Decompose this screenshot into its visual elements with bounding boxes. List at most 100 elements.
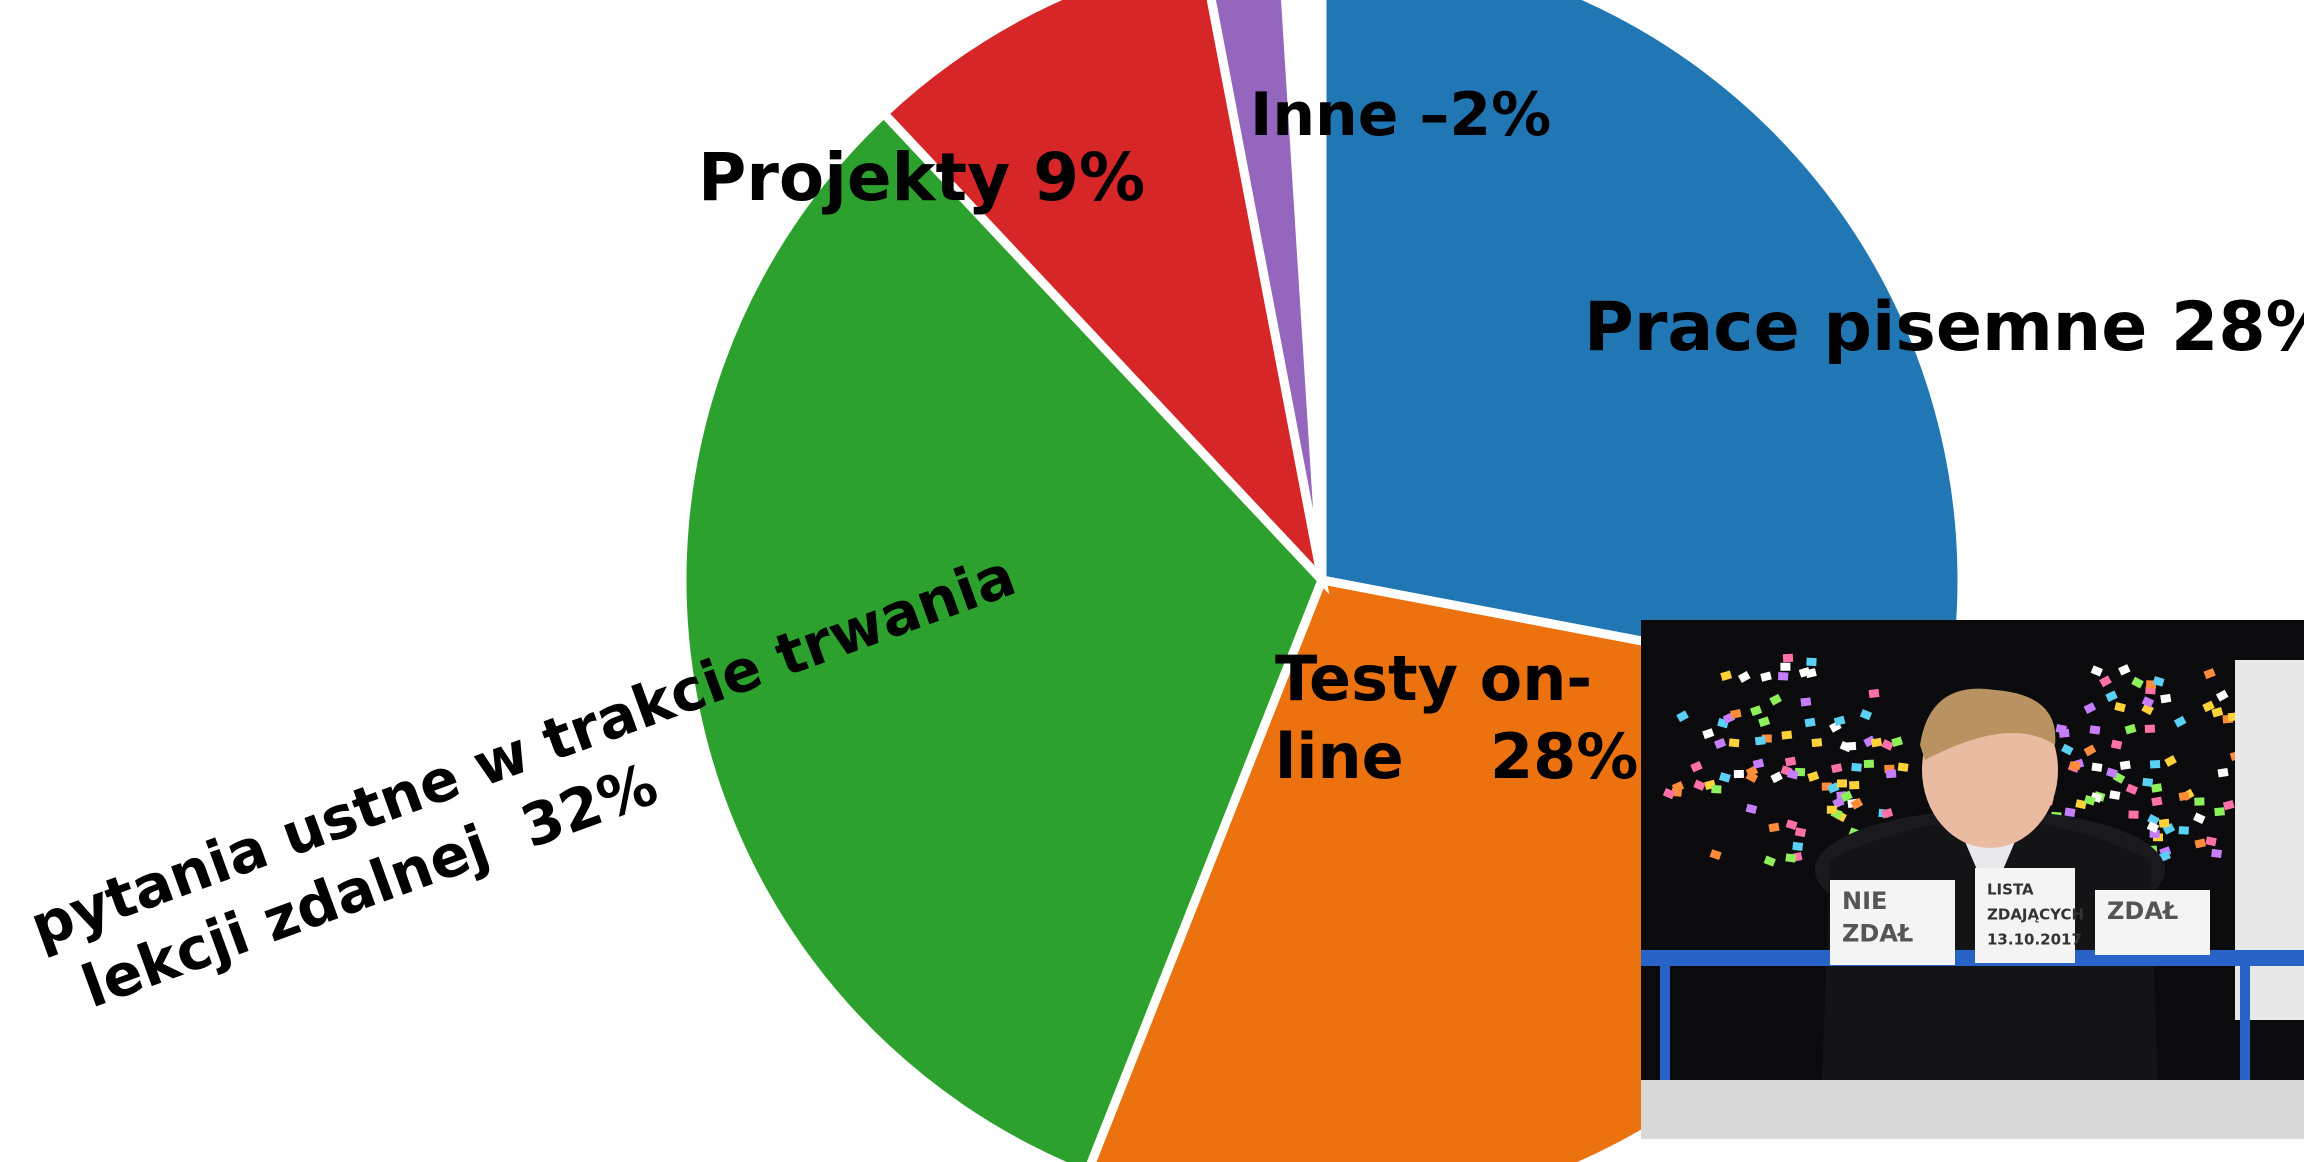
butterfly bbox=[1770, 771, 1783, 784]
butterfly bbox=[1785, 819, 1798, 831]
butterfly bbox=[1806, 657, 1817, 667]
butterfly bbox=[2194, 838, 2206, 849]
sign-text: ZDAJĄCYCH bbox=[1987, 906, 2084, 924]
butterfly bbox=[2105, 690, 2118, 702]
butterfly bbox=[1786, 769, 1799, 780]
slice-label: Projekty 9% bbox=[698, 139, 1145, 216]
butterfly bbox=[2178, 791, 2190, 802]
butterfly bbox=[1897, 762, 1909, 772]
butterfly bbox=[2110, 739, 2123, 750]
butterfly bbox=[2203, 668, 2216, 680]
butterfly bbox=[1827, 782, 1840, 794]
butterfly bbox=[2119, 760, 2131, 770]
butterfly bbox=[1832, 796, 1845, 809]
slice-label-line: Inne –2% bbox=[1250, 80, 1551, 150]
butterfly bbox=[2149, 760, 2161, 769]
slice-label-line: Projekty 9% bbox=[698, 139, 1145, 216]
butterfly bbox=[1752, 758, 1765, 769]
sign-text: ZDAŁ bbox=[1842, 920, 1913, 948]
butterfly bbox=[2160, 693, 2172, 704]
butterfly bbox=[1758, 716, 1771, 728]
butterfly bbox=[2075, 799, 2087, 810]
butterfly bbox=[1702, 728, 1715, 740]
butterfly bbox=[1671, 781, 1685, 793]
butterfly bbox=[1811, 738, 1823, 748]
butterfly bbox=[2217, 767, 2229, 778]
butterfly bbox=[1768, 822, 1780, 833]
butterfly bbox=[1693, 779, 1706, 791]
butterfly bbox=[1850, 797, 1864, 810]
butterfly bbox=[2099, 675, 2112, 688]
butterfly bbox=[2141, 703, 2154, 716]
butterfly bbox=[2146, 821, 2160, 833]
butterfly bbox=[2061, 743, 2074, 756]
table-leg bbox=[1660, 966, 1670, 1139]
butterfly bbox=[1881, 739, 1894, 751]
person-hair bbox=[1920, 688, 2056, 760]
butterfly bbox=[2205, 836, 2217, 847]
floor bbox=[1641, 1080, 2304, 1139]
butterfly bbox=[2173, 715, 2187, 728]
butterfly bbox=[2089, 725, 2101, 735]
butterfly bbox=[1839, 741, 1852, 753]
butterfly bbox=[1891, 736, 1904, 748]
butterfly bbox=[1730, 708, 1742, 719]
butterfly bbox=[1885, 769, 1897, 779]
butterfly bbox=[1662, 787, 1676, 800]
butterfly bbox=[2144, 724, 2156, 733]
butterfly bbox=[1745, 771, 1759, 783]
butterfly bbox=[1750, 705, 1763, 717]
butterfly bbox=[1720, 670, 1733, 681]
butterfly bbox=[2147, 813, 2160, 826]
butterfly bbox=[2178, 826, 2189, 835]
butterfly bbox=[1836, 779, 1848, 788]
butterfly bbox=[2162, 823, 2176, 835]
slice-label-line: line 28% bbox=[1275, 720, 1638, 793]
butterfly bbox=[2141, 696, 2155, 708]
butterfly bbox=[1863, 735, 1876, 748]
slice-label-line: Prace pisemne 28% bbox=[1584, 288, 2304, 367]
butterfly bbox=[1833, 715, 1846, 727]
butterfly bbox=[2064, 807, 2076, 817]
butterfly bbox=[1781, 730, 1793, 740]
butterfly bbox=[1782, 653, 1794, 663]
butterfly bbox=[1777, 671, 1789, 681]
pie-slice bbox=[1317, 0, 1967, 706]
butterfly bbox=[2164, 755, 2177, 767]
sign-text: LISTA bbox=[1987, 881, 2034, 899]
butterfly bbox=[2125, 783, 2139, 795]
butterfly bbox=[2149, 829, 2160, 838]
sign bbox=[1975, 868, 2075, 963]
butterfly bbox=[1807, 771, 1820, 782]
butterfly bbox=[2083, 794, 2096, 806]
butterfly bbox=[1754, 736, 1766, 746]
butterfly bbox=[2091, 762, 2103, 772]
butterfly bbox=[2211, 848, 2223, 859]
butterfly bbox=[2215, 689, 2229, 702]
person-shirt bbox=[1960, 830, 2020, 900]
butterfly bbox=[1728, 738, 1740, 748]
butterfly bbox=[1718, 772, 1731, 783]
butterfly bbox=[2211, 707, 2224, 718]
butterfly bbox=[2214, 807, 2225, 817]
butterfly bbox=[1733, 769, 1744, 779]
butterfly bbox=[1863, 759, 1875, 769]
butterfly bbox=[1690, 761, 1703, 773]
butterfly bbox=[1851, 762, 1862, 772]
butterfly bbox=[1826, 805, 1837, 814]
photo: NIE ZDAŁ LISTA ZDAJĄCYCH 13.10.2017 ZDAŁ bbox=[1641, 620, 2304, 1139]
butterfly bbox=[1763, 855, 1776, 867]
butterfly bbox=[1785, 853, 1797, 863]
butterfly bbox=[2124, 723, 2137, 735]
butterfly bbox=[1868, 688, 1880, 699]
butterfly bbox=[2083, 744, 2097, 757]
butterfly bbox=[2109, 790, 2121, 800]
butterfly bbox=[1780, 662, 1791, 671]
pie-slice bbox=[877, 0, 1330, 595]
butterfly bbox=[2083, 702, 2097, 714]
table-leg bbox=[2240, 966, 2250, 1139]
butterfly bbox=[1849, 780, 1860, 790]
slice-label-line: Testy on- bbox=[1275, 642, 1592, 715]
butterfly bbox=[2128, 810, 2139, 819]
